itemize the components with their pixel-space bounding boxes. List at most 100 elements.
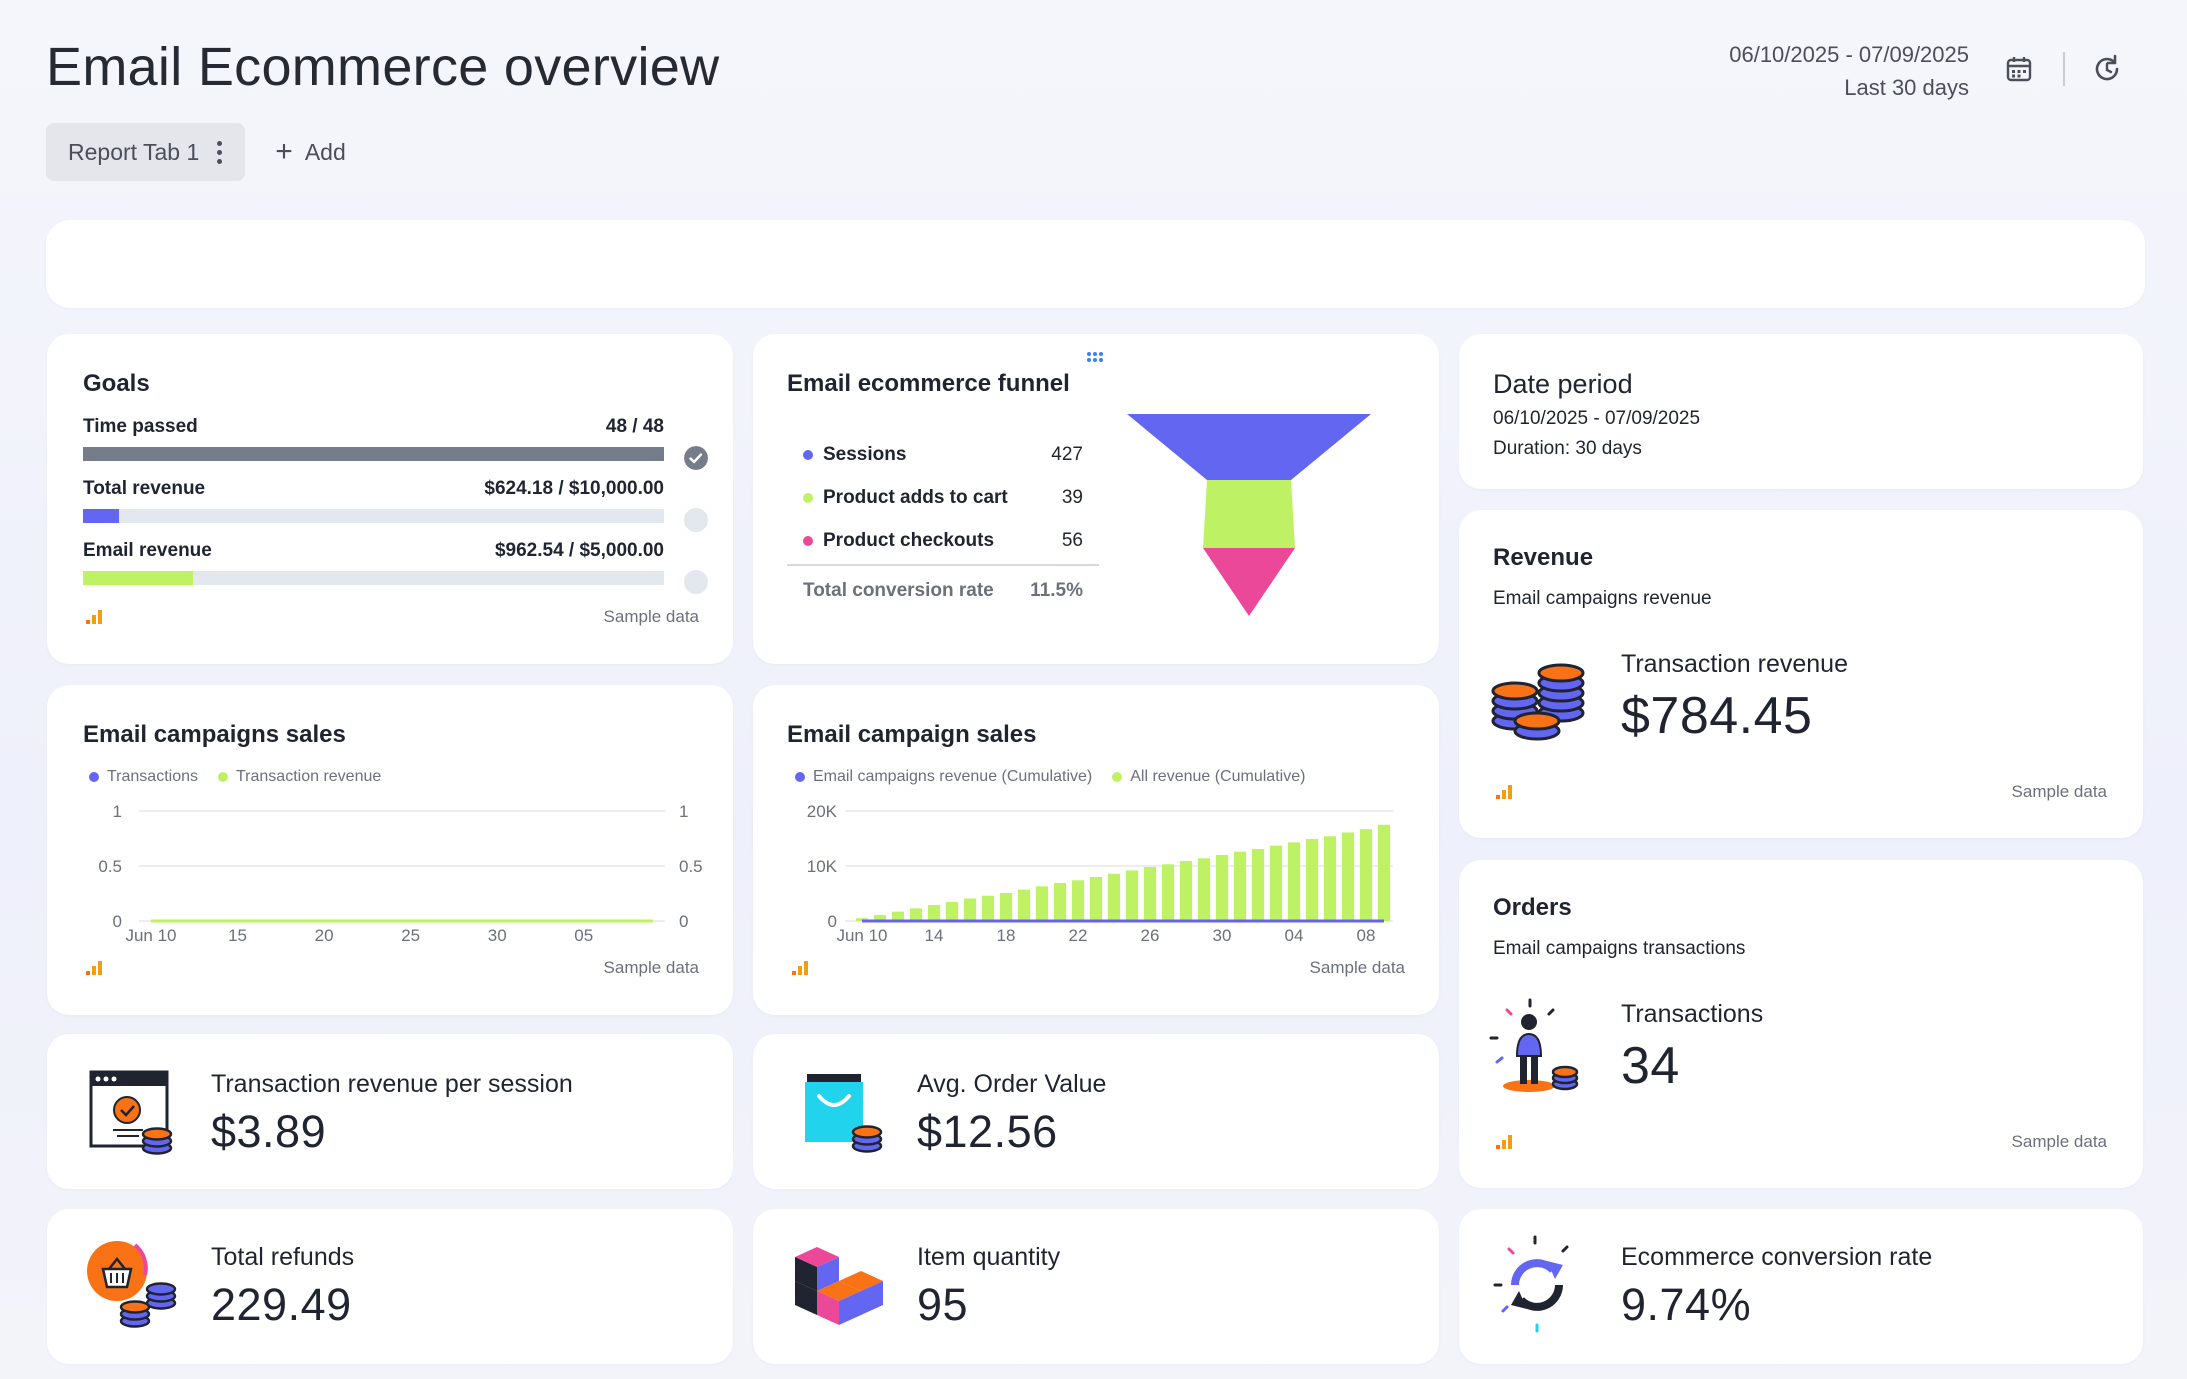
x-tick-label: 05 xyxy=(574,926,593,945)
header-divider xyxy=(2063,52,2065,86)
kebab-menu-icon[interactable] xyxy=(217,140,223,164)
bar xyxy=(1179,861,1193,921)
kpi-label: Total refunds xyxy=(211,1243,355,1271)
chart-legend: Email campaigns revenue (Cumulative) All… xyxy=(795,768,1305,786)
funnel-card: Email ecommerce funnel Sessions 427 Prod… xyxy=(753,334,1439,664)
funnel-row-checkouts: Product checkouts 56 xyxy=(803,530,1083,552)
bar xyxy=(1359,829,1373,921)
x-tick-label: 30 xyxy=(488,926,507,945)
legend-item: Transaction revenue xyxy=(218,768,381,786)
refresh-icon[interactable] xyxy=(2090,52,2124,86)
kpi-label: Transaction revenue per session xyxy=(211,1070,573,1098)
page-title: Email Ecommerce overview xyxy=(46,37,720,97)
revenue-card: Revenue Email campaigns revenue Transact… xyxy=(1459,510,2143,838)
browser-check-icon xyxy=(89,1070,173,1155)
transactions-label: Transactions xyxy=(1621,1000,1764,1028)
conversion-cycle-icon xyxy=(1493,1235,1569,1333)
transaction-revenue-value: $784.45 xyxy=(1621,687,1813,745)
bar xyxy=(1269,845,1283,921)
conversion-rate-card: Ecommerce conversion rate 9.74% xyxy=(1459,1209,2143,1364)
bar xyxy=(1017,889,1031,921)
goal-value: $624.18 / $10,000.00 xyxy=(484,478,664,499)
bar xyxy=(1377,824,1391,921)
x-tick-label: 18 xyxy=(997,926,1016,945)
x-tick-label: 04 xyxy=(1285,926,1304,945)
funnel-row-label: Sessions xyxy=(823,444,907,465)
goal-email-revenue: Email revenue $962.54 / $5,000.00 xyxy=(83,540,708,594)
chart-legend: Transactions Transaction revenue xyxy=(89,768,381,786)
bar xyxy=(1251,848,1265,921)
funnel-total-row: Total conversion rate 11.5% xyxy=(803,580,1083,602)
analytics-icon xyxy=(1496,1135,1512,1149)
revenue-title: Revenue xyxy=(1493,544,1594,571)
funnel-divider xyxy=(787,564,1099,566)
bar xyxy=(1341,832,1355,921)
bar xyxy=(1323,836,1337,921)
bar xyxy=(891,911,905,921)
funnel-chart xyxy=(1127,414,1371,616)
bar xyxy=(1089,877,1103,921)
funnel-row-label: Product adds to cart xyxy=(823,487,1008,508)
revenue-subtitle: Email campaigns revenue xyxy=(1493,588,1712,609)
y-tick-label-right: 1 xyxy=(679,802,688,821)
rev-per-session-card: Transaction revenue per session $3.89 xyxy=(47,1034,733,1189)
goals-card: Goals Time passed 48 / 48 Total revenue … xyxy=(47,334,733,664)
aov-card: Avg. Order Value $12.56 xyxy=(753,1034,1439,1189)
coins-stack-icon xyxy=(1491,663,1585,741)
sample-data-label: Sample data xyxy=(2011,782,2107,801)
legend-item: Transactions xyxy=(89,768,198,786)
email-campaign-sales-card: Email campaign sales Email campaigns rev… xyxy=(753,685,1439,1015)
bar xyxy=(909,908,923,921)
funnel-segment-checkouts xyxy=(1203,548,1295,616)
calendar-icon[interactable] xyxy=(2002,52,2036,86)
pending-circle-icon xyxy=(684,508,708,532)
add-tab-button[interactable]: + Add xyxy=(275,137,345,167)
date-range-text: 06/10/2025 - 07/09/2025 xyxy=(1729,42,1969,67)
chart-title: Email campaigns sales xyxy=(83,721,346,748)
report-tabs: Report Tab 1 + Add xyxy=(46,123,346,181)
funnel-segment-add-to-cart xyxy=(1203,480,1295,548)
goal-progress-fill xyxy=(83,571,194,585)
y-tick-label-right: 0.5 xyxy=(679,857,703,876)
bar xyxy=(1107,873,1121,921)
boxes-icon xyxy=(795,1247,883,1325)
x-tick-label: 15 xyxy=(228,926,247,945)
kpi-value: 95 xyxy=(917,1279,969,1330)
goal-label: Email revenue xyxy=(83,540,212,561)
filter-bar[interactable] xyxy=(46,220,2145,308)
tab-report-1[interactable]: Report Tab 1 xyxy=(46,123,246,181)
funnel-row-add-to-cart: Product adds to cart 39 xyxy=(803,487,1083,509)
y-tick-label: 0 xyxy=(828,912,837,931)
pending-circle-icon xyxy=(684,570,708,594)
kpi-label: Avg. Order Value xyxy=(917,1070,1107,1098)
bar xyxy=(927,905,941,921)
person-coins-icon xyxy=(1489,998,1579,1092)
x-tick-label: 26 xyxy=(1141,926,1160,945)
legend-item: Email campaigns revenue (Cumulative) xyxy=(795,768,1092,786)
duration-label: Duration: xyxy=(1493,438,1571,459)
date-range-display[interactable]: 06/10/2025 - 07/09/2025 Last 30 days xyxy=(1729,38,1969,104)
funnel-row-value: 56 xyxy=(1061,530,1083,551)
funnel-total-value: 11.5% xyxy=(1030,580,1083,601)
bar xyxy=(1035,886,1049,921)
refunds-card: Total refunds 229.49 xyxy=(47,1209,733,1364)
drag-handle-icon[interactable] xyxy=(1086,351,1104,363)
sample-data-label: Sample data xyxy=(603,958,699,977)
kpi-value: $3.89 xyxy=(211,1106,327,1157)
tab-label: Report Tab 1 xyxy=(68,138,200,165)
bar xyxy=(981,895,995,921)
bar xyxy=(963,898,977,921)
analytics-icon xyxy=(1496,785,1512,799)
legend-dot xyxy=(803,450,813,460)
sample-data-label: Sample data xyxy=(603,607,699,626)
legend-dot xyxy=(803,493,813,503)
funnel-row-sessions: Sessions 427 xyxy=(803,444,1083,466)
goal-progress-bar xyxy=(83,509,664,523)
x-tick-label: 22 xyxy=(1069,926,1088,945)
analytics-icon xyxy=(86,961,102,975)
email-campaigns-sales-card: Email campaigns sales Transactions Trans… xyxy=(47,685,733,1015)
y-tick-label: 1 xyxy=(113,802,122,821)
kpi-label: Ecommerce conversion rate xyxy=(1621,1243,1933,1271)
bar xyxy=(1287,842,1301,921)
chart-title: Email campaign sales xyxy=(787,721,1037,748)
